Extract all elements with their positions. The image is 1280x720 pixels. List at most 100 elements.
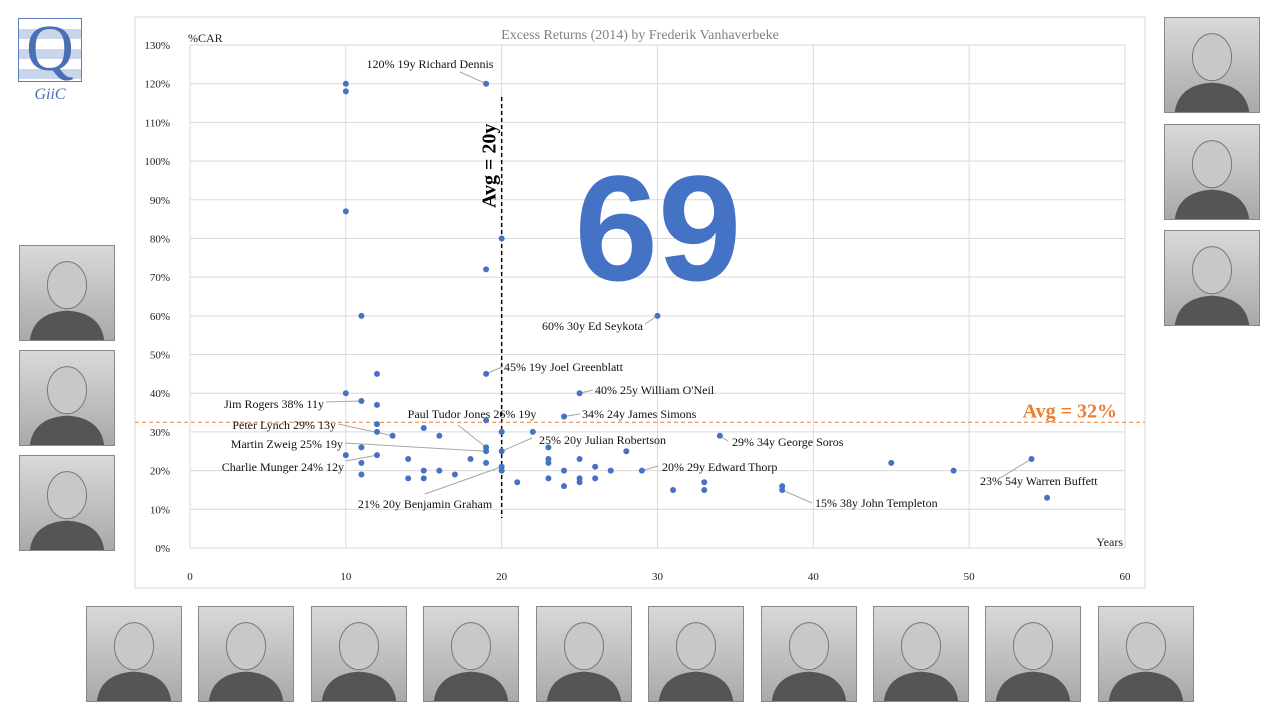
annotation-leader-line bbox=[459, 71, 487, 85]
data-point bbox=[483, 448, 490, 455]
data-point bbox=[592, 463, 599, 470]
data-point bbox=[483, 80, 490, 87]
annotation-label: 15% 38y John Templeton bbox=[815, 496, 938, 510]
data-point bbox=[405, 456, 412, 463]
data-point bbox=[623, 448, 630, 455]
y-tick-label: 60% bbox=[150, 311, 170, 323]
x-tick-label: 20 bbox=[496, 571, 508, 583]
data-point bbox=[374, 421, 380, 428]
investor-portrait bbox=[311, 606, 407, 702]
y-tick-label: 40% bbox=[150, 388, 170, 400]
data-point bbox=[483, 370, 490, 377]
data-point bbox=[358, 312, 365, 319]
data-point bbox=[701, 479, 708, 486]
data-point bbox=[498, 448, 505, 455]
y-tick-label: 70% bbox=[150, 272, 170, 284]
investor-portrait bbox=[536, 606, 632, 702]
data-point bbox=[561, 413, 567, 420]
annotation-label: Jim Rogers 38% 11y bbox=[224, 397, 324, 411]
data-point bbox=[592, 475, 599, 482]
annotation-leader-line bbox=[325, 400, 362, 403]
y-tick-label: 130% bbox=[144, 40, 170, 52]
avg-years-label: Avg = 20y bbox=[479, 124, 501, 208]
annotation-label: Martin Zweig 25% 19y bbox=[231, 437, 343, 451]
annotation-leader-line bbox=[337, 423, 393, 437]
annotation-leader-line bbox=[781, 489, 813, 504]
data-point bbox=[576, 456, 583, 463]
data-point bbox=[638, 467, 645, 474]
data-point bbox=[1028, 456, 1035, 463]
annotation-leader-line bbox=[457, 424, 487, 448]
data-point bbox=[420, 475, 427, 482]
avg-return-label: Avg = 32% bbox=[1023, 400, 1117, 422]
data-point bbox=[342, 80, 349, 87]
logo-text: GiiC bbox=[34, 86, 66, 103]
annotation-label: 21% 20y Benjamin Graham bbox=[358, 497, 493, 511]
data-point bbox=[389, 432, 396, 439]
y-tick-label: 100% bbox=[144, 156, 170, 168]
data-point bbox=[358, 444, 365, 451]
data-point bbox=[483, 459, 490, 466]
data-point bbox=[436, 432, 443, 439]
y-axis-label: %CAR bbox=[188, 31, 223, 45]
investor-portrait bbox=[423, 606, 519, 702]
annotation-label: 23% 54y Warren Buffett bbox=[980, 474, 1098, 488]
data-point bbox=[420, 425, 427, 432]
investor-portrait bbox=[873, 606, 969, 702]
data-point bbox=[576, 479, 583, 486]
data-point bbox=[436, 467, 443, 474]
x-tick-label: 40 bbox=[808, 571, 820, 583]
investor-portrait bbox=[1164, 230, 1260, 326]
data-point bbox=[545, 444, 552, 451]
y-tick-label: 0% bbox=[155, 543, 170, 555]
data-point bbox=[514, 479, 521, 486]
data-point bbox=[483, 417, 490, 424]
annotation-label: Paul Tudor Jones 26% 19y bbox=[408, 407, 537, 421]
annotation-leader-line bbox=[424, 466, 502, 495]
x-tick-label: 30 bbox=[652, 571, 664, 583]
investor-portrait bbox=[761, 606, 857, 702]
data-point bbox=[701, 486, 708, 493]
data-point bbox=[654, 312, 661, 319]
investor-portrait bbox=[19, 245, 115, 341]
data-point bbox=[420, 467, 427, 474]
investor-count: 69 bbox=[575, 144, 742, 312]
y-tick-label: 50% bbox=[150, 350, 170, 362]
data-point bbox=[950, 467, 957, 474]
x-tick-label: 60 bbox=[1120, 571, 1132, 583]
data-point bbox=[670, 486, 677, 493]
chart-title: Excess Returns (2014) by Frederik Vanhav… bbox=[501, 28, 779, 43]
annotation-label: 25% 20y Julian Robertson bbox=[539, 433, 666, 447]
giic-logo: Q bbox=[18, 12, 82, 85]
data-point bbox=[561, 483, 567, 490]
data-point bbox=[467, 456, 474, 463]
data-point bbox=[498, 235, 505, 242]
data-point bbox=[358, 397, 365, 404]
data-point bbox=[374, 452, 380, 459]
annotation-leader-line bbox=[345, 454, 378, 462]
y-tick-label: 20% bbox=[150, 466, 170, 478]
data-point bbox=[358, 471, 365, 478]
data-point bbox=[374, 428, 380, 435]
data-point bbox=[498, 467, 505, 474]
investor-portrait bbox=[19, 350, 115, 446]
data-point bbox=[607, 467, 614, 474]
investor-portrait bbox=[198, 606, 294, 702]
data-point bbox=[1044, 494, 1051, 501]
data-point bbox=[545, 459, 552, 466]
data-point bbox=[888, 459, 895, 466]
investor-portrait bbox=[1164, 17, 1260, 113]
data-point bbox=[561, 467, 567, 474]
data-point bbox=[405, 475, 412, 482]
data-point bbox=[358, 459, 365, 466]
data-point bbox=[779, 486, 786, 493]
data-point bbox=[529, 428, 536, 435]
annotation-label: 120% 19y Richard Dennis bbox=[367, 57, 494, 71]
data-point bbox=[483, 266, 490, 273]
data-point bbox=[716, 432, 723, 439]
data-point bbox=[342, 390, 349, 397]
data-point bbox=[576, 390, 583, 397]
annotation-leader-line bbox=[344, 442, 487, 452]
data-point bbox=[498, 428, 505, 435]
